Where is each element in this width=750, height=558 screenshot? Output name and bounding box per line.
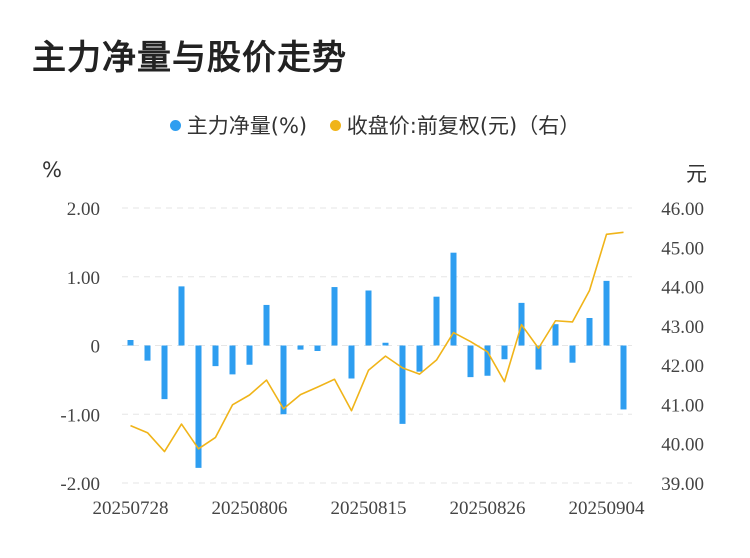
bar [535,345,542,370]
bar [314,345,321,351]
chart-title: 主力净量与股价走势 [32,38,347,78]
y-right-tick-label: 40.00 [661,435,704,456]
close-price-line [130,231,624,453]
bar [178,286,185,346]
legend-dot-blue [169,119,181,131]
left-axis-unit: % [42,158,62,182]
bar [586,318,593,346]
x-tick-label: 20250806 [212,498,288,519]
x-tick-label: 20250826 [450,498,526,519]
x-tick-label: 20250728 [93,498,169,519]
legend-label-close-price: 收盘价:前复权(元)（右） [346,114,581,138]
y-right-tick-label: 46.00 [661,199,704,220]
legend: 主力净量(%) 收盘价:前复权(元)（右） [0,110,750,140]
bar [365,290,372,346]
x-tick-label: 20250815 [331,498,407,519]
y-right-tick-label: 42.00 [661,356,704,377]
y-right-tick-label: 44.00 [661,278,704,299]
y-left-tick-label: 1.00 [67,268,100,289]
bar [382,342,389,346]
bar [552,324,559,346]
bar [348,345,355,379]
legend-label-net-flow: 主力净量(%) [186,114,308,138]
bar [263,304,270,346]
bar [416,345,423,372]
bar [484,345,491,376]
y-left-tick-label: 0 [91,337,101,358]
bar [229,345,236,375]
bar [399,345,406,424]
bar [246,345,253,365]
y-right-tick-label: 41.00 [661,395,704,416]
bar [331,287,338,346]
bar [433,296,440,346]
y-right-tick-label: 43.00 [661,317,704,338]
legend-item-net-flow[interactable]: 主力净量(%) [169,110,308,140]
bar [467,345,474,378]
bar [450,252,457,346]
legend-dot-yellow [329,119,341,131]
bar [501,345,508,360]
bar [161,345,168,400]
bar [280,345,287,415]
y-right-tick-label: 45.00 [661,238,704,259]
right-axis-unit: 元 [686,162,707,186]
bar [144,345,151,361]
x-tick-label: 20250904 [569,498,646,519]
bar [620,345,627,410]
legend-item-close-price[interactable]: 收盘价:前复权(元)（右） [329,110,581,140]
y-right-tick-label: 39.00 [661,474,704,495]
bar [297,345,304,350]
y-left-tick-label: -2.00 [60,474,100,495]
bar [569,345,576,363]
bar [195,345,202,468]
bar [127,340,134,346]
bar [603,280,610,346]
bar [212,345,219,367]
y-left-tick-label: 2.00 [67,199,100,220]
y-left-tick-label: -1.00 [60,405,100,426]
